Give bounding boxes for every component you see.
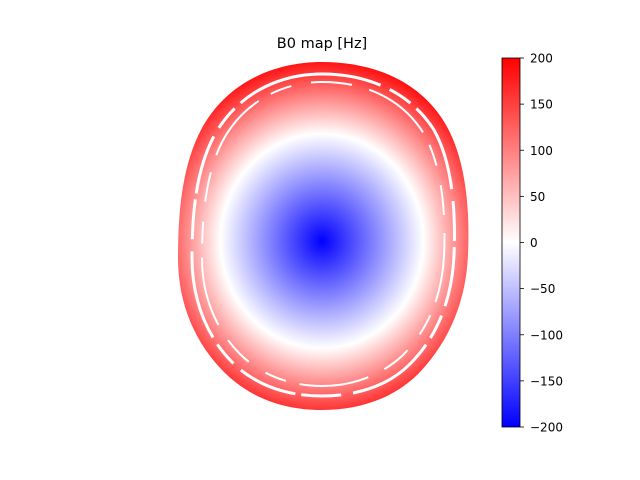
colorbar-ticks: 200 150 100 50 0 −50 −100 −150 −200 <box>520 52 563 435</box>
mask-gap-band-inner <box>200 80 446 388</box>
heatmap-image <box>178 62 469 410</box>
colorbar-tick-label: 100 <box>530 144 553 158</box>
field-ellipse <box>178 62 469 410</box>
chart-title: B0 map [Hz] <box>277 36 367 52</box>
colorbar-tick-label: 150 <box>530 98 553 112</box>
mask-gap-band <box>190 72 456 398</box>
colorbar: 200 150 100 50 0 −50 −100 −150 −200 <box>501 52 563 435</box>
colorbar-tick-label: 0 <box>530 236 538 250</box>
colorbar-tick-label: −200 <box>530 421 563 435</box>
colorbar-tick-label: −50 <box>530 282 555 296</box>
colorbar-tick-label: −100 <box>530 328 563 342</box>
colorbar-tick-label: 50 <box>530 190 545 204</box>
colorbar-tick-label: −150 <box>530 374 563 388</box>
field-region <box>178 62 469 410</box>
colorbar-tick-label: 200 <box>530 52 553 66</box>
colorbar-gradient <box>501 57 521 428</box>
